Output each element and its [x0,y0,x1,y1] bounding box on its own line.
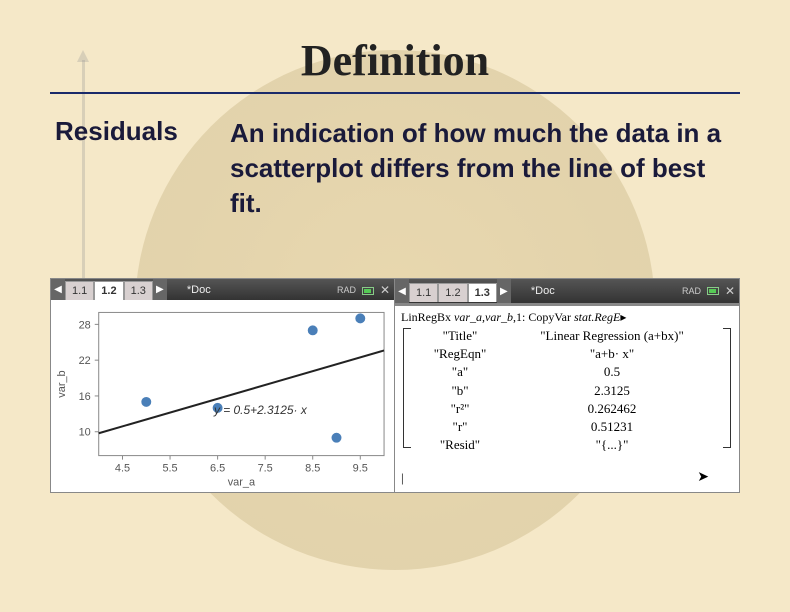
stats-row: "a"0.5 [415,363,719,381]
svg-text:var_b: var_b [56,370,68,397]
stats-val: 0.262462 [505,400,719,418]
stats-area: LinRegBx var_a,var_b,1: CopyVar stat.Reg… [395,306,739,492]
tab-1-1[interactable]: 1.1 [65,281,94,300]
stats-val: "a+b· x" [505,345,719,363]
stats-row: "r"0.51231 [415,418,719,436]
stats-row: "b"2.3125 [415,382,719,400]
svg-text:22: 22 [79,355,91,367]
cursor-icon: ➤ [697,469,709,486]
stats-header: LinRegBx var_a,var_b,1: CopyVar stat.Reg… [401,310,733,325]
definition: An indication of how much the data in a … [230,116,740,221]
tab-1-2[interactable]: 1.2 [94,281,123,300]
bracket-right [723,328,731,448]
stats-row: "r²"0.262462 [415,400,719,418]
calculator-screenshot: ◀ 1.1 1.2 1.3 ▶ *Doc RAD ✕ 4.5 5.5 6.5 7.5 8… [50,278,740,493]
svg-text:8.5: 8.5 [305,463,320,475]
tabbar-right: ◀ 1.1 1.2 1.3 ▶ *Doc RAD ✕ [395,279,739,303]
stats-val: 0.5 [505,363,719,381]
doc-label-right: *Doc [531,285,555,297]
svg-text:28: 28 [79,319,91,331]
stats-key: "r" [415,418,505,436]
title-underline [50,92,740,94]
svg-text:7.5: 7.5 [258,463,273,475]
tab-1-3[interactable]: 1.3 [124,281,153,300]
svg-text:16: 16 [79,391,91,403]
stats-row: "RegEqn""a+b· x" [415,345,719,363]
calc-pane-stats: ◀ 1.1 1.2 1.3 ▶ *Doc RAD ✕ LinRegBx var_… [395,279,739,492]
close-icon[interactable]: ✕ [725,284,735,298]
bracket-left [403,328,411,448]
stats-val: 2.3125 [505,382,719,400]
svg-text:9.5: 9.5 [353,463,368,475]
stats-val: "{...}" [505,436,719,454]
tab-prev-icon[interactable]: ◀ [395,279,409,303]
close-icon[interactable]: ✕ [380,283,390,297]
tab-1-1-r[interactable]: 1.1 [409,283,438,302]
svg-text:10: 10 [79,427,91,439]
svg-text:5.5: 5.5 [162,463,177,475]
stats-row: "Resid""{...}" [415,436,719,454]
prompt-cursor: | [401,470,404,486]
battery-icon [707,287,719,295]
scatter-chart: 4.5 5.5 6.5 7.5 8.5 9.5 10 16 22 28 var_a var_by = … [51,300,394,492]
tab-next-icon[interactable]: ▶ [497,279,511,303]
mode-label-right: RAD [682,286,701,296]
svg-text:4.5: 4.5 [115,463,130,475]
chart-area: 4.5 5.5 6.5 7.5 8.5 9.5 10 16 22 28 var_a var_by = … [51,300,394,492]
tabbar-left: ◀ 1.1 1.2 1.3 ▶ *Doc RAD ✕ [51,279,394,300]
stats-key: "Title" [415,327,505,345]
svg-text:y = 0.5+2.3125· x: y = 0.5+2.3125· x [213,403,308,417]
stats-key: "b" [415,382,505,400]
stats-val: 0.51231 [505,418,719,436]
battery-icon [362,287,374,295]
tab-prev-icon[interactable]: ◀ [51,279,65,300]
calc-pane-chart: ◀ 1.1 1.2 1.3 ▶ *Doc RAD ✕ 4.5 5.5 6.5 7.5 8… [51,279,395,492]
page-title: Definition [50,35,740,86]
stats-key: "RegEqn" [415,345,505,363]
svg-text:var_a: var_a [228,477,256,489]
tab-next-icon[interactable]: ▶ [153,279,167,300]
stats-key: "a" [415,363,505,381]
stats-key: "r²" [415,400,505,418]
stats-val: "Linear Regression (a+bx)" [505,327,719,345]
mode-label-left: RAD [337,285,356,295]
tab-1-3-r[interactable]: 1.3 [468,283,497,302]
term: Residuals [55,116,230,221]
tab-1-2-r[interactable]: 1.2 [438,283,467,302]
stats-row: "Title""Linear Regression (a+bx)" [415,327,719,345]
doc-label-left: *Doc [187,284,211,296]
svg-text:6.5: 6.5 [210,463,225,475]
stats-key: "Resid" [415,436,505,454]
